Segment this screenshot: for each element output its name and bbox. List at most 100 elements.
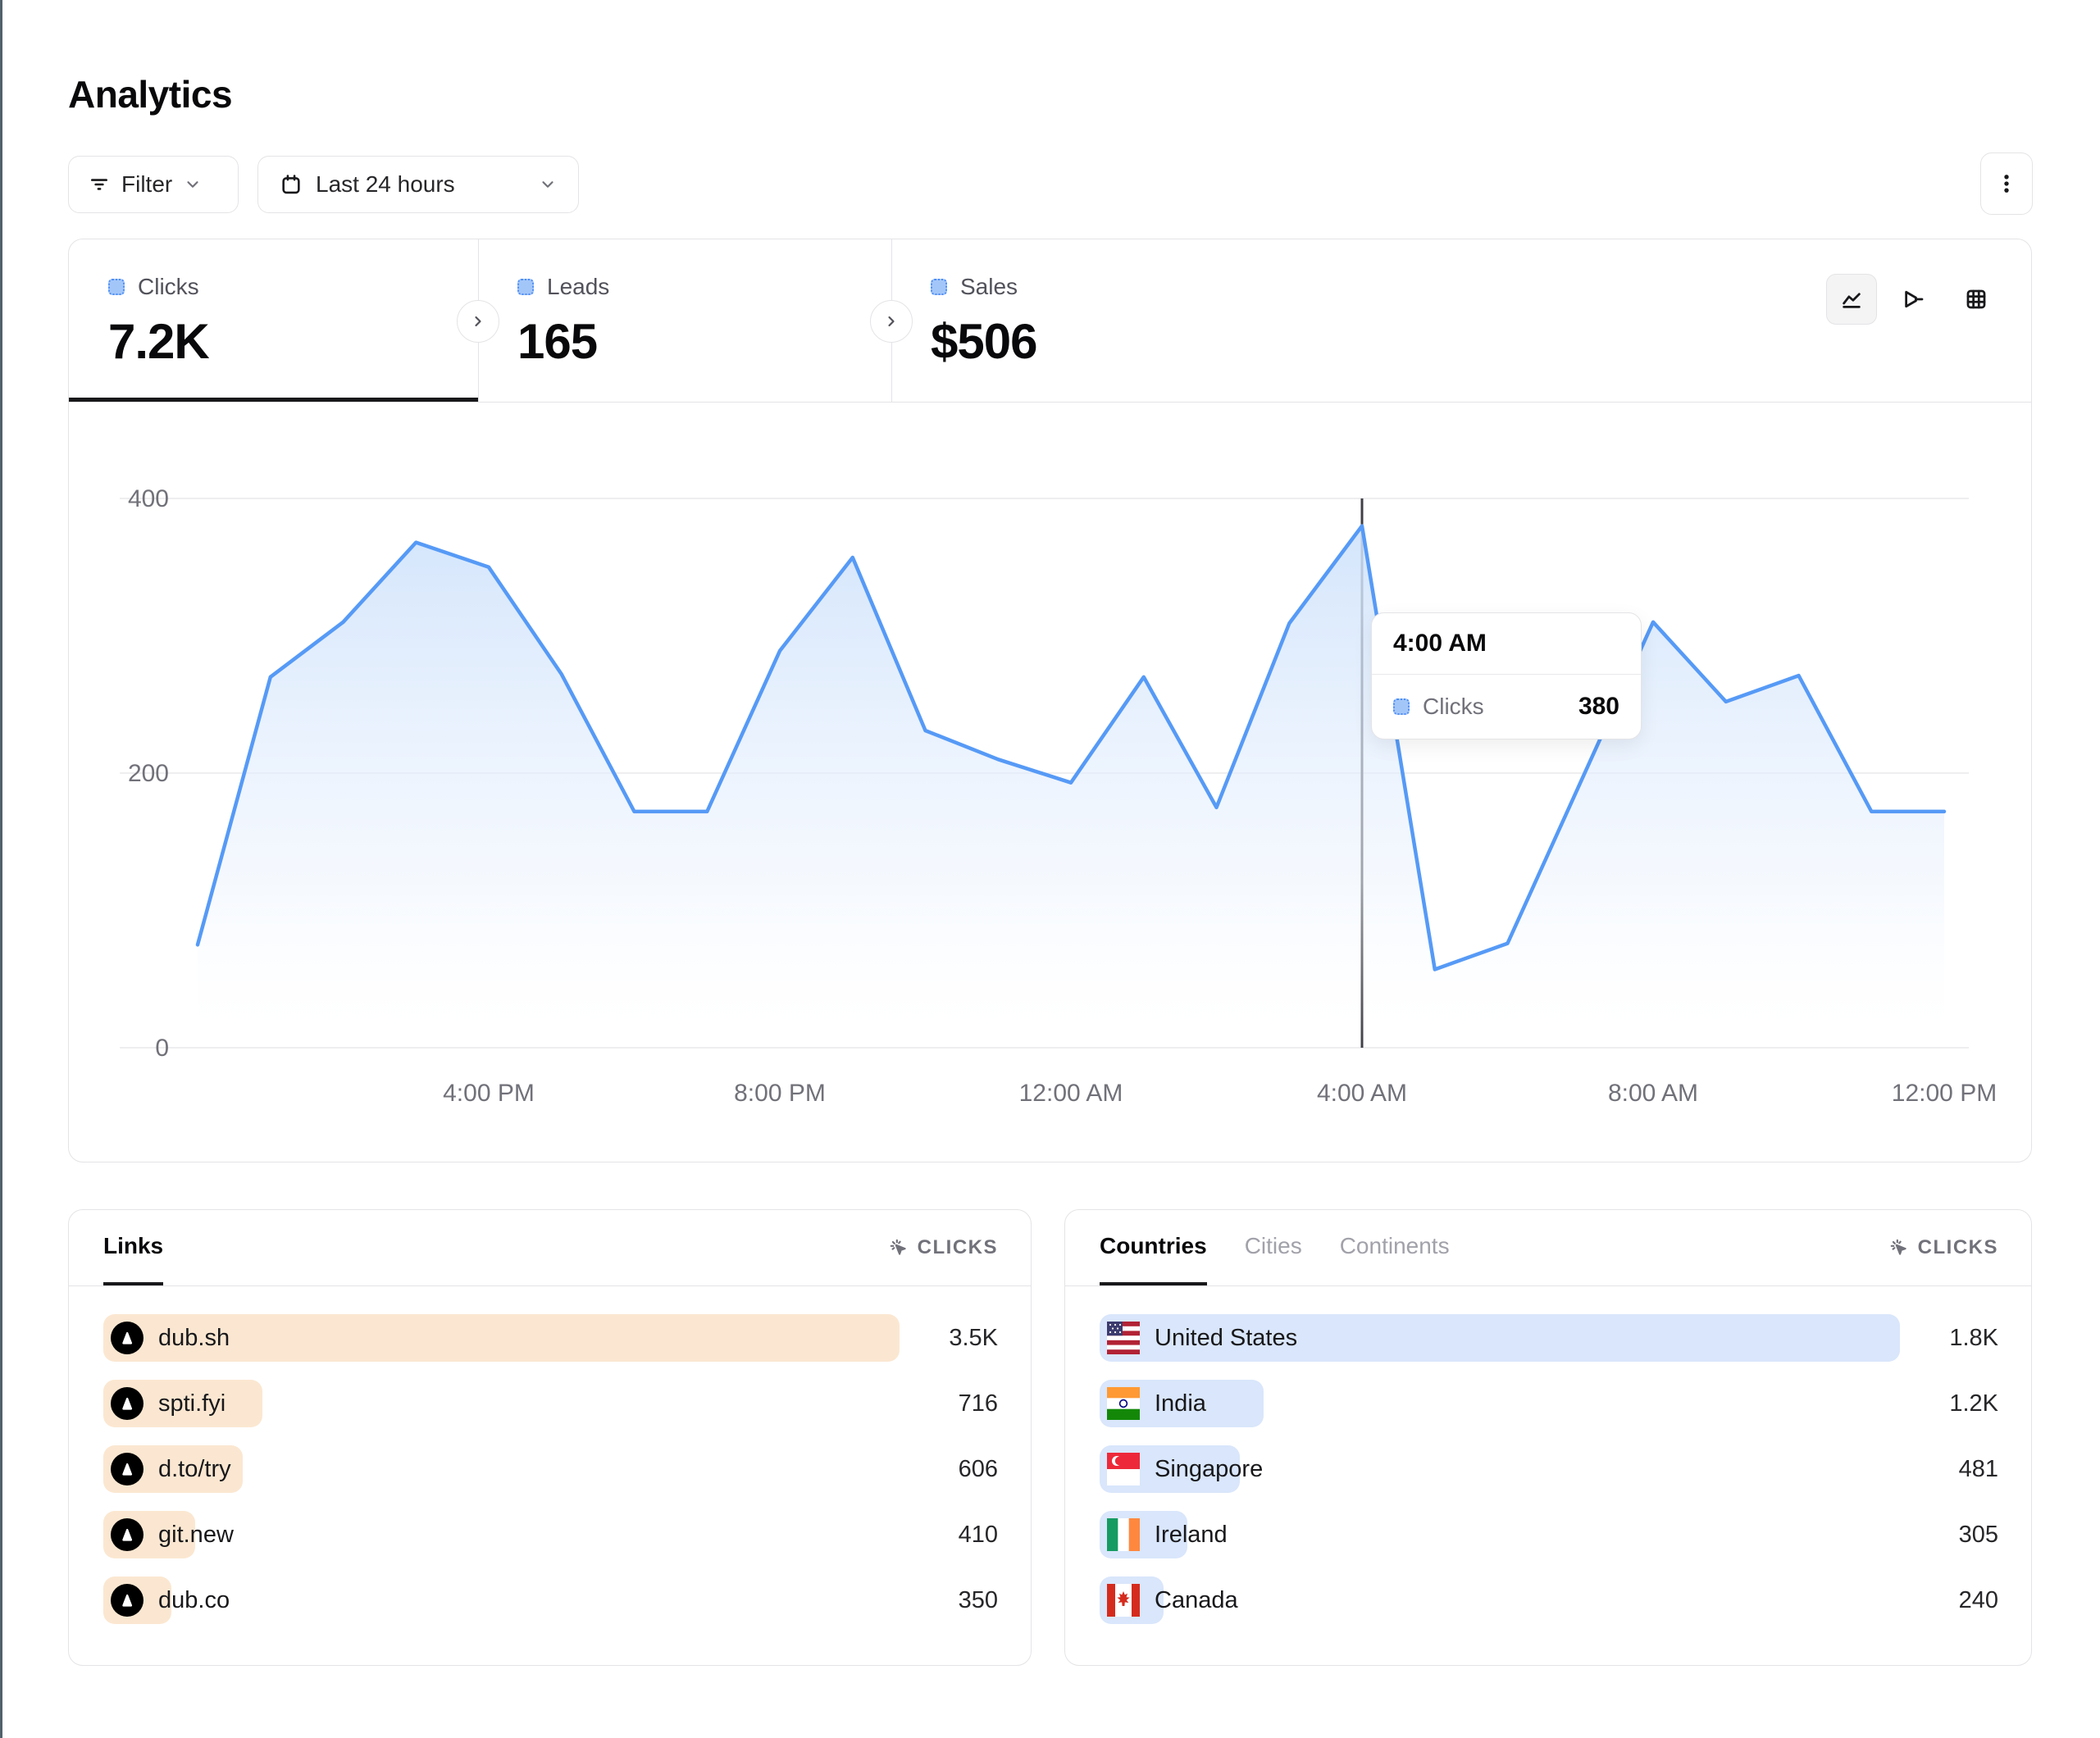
row-label: d.to/try bbox=[158, 1455, 231, 1482]
row-label: git.new bbox=[158, 1521, 234, 1548]
tooltip-legend-icon bbox=[1393, 698, 1410, 715]
clicks-legend-icon bbox=[108, 279, 125, 295]
dub-logo-icon bbox=[111, 1453, 143, 1485]
row-label: Singapore bbox=[1155, 1455, 1264, 1482]
countries-metric-toggle[interactable]: CLICKS bbox=[1888, 1236, 1998, 1259]
page-title: Analytics bbox=[68, 73, 233, 116]
list-item[interactable]: dub.co 350 bbox=[103, 1576, 998, 1624]
row-value: 481 bbox=[1958, 1455, 1998, 1482]
more-options-button[interactable] bbox=[1980, 152, 2033, 215]
chart-canvas: 0 200 400 4:00 PM 8:00 PM 12:00 AM 4:00 AM 8:00… bbox=[120, 485, 1997, 1107]
row-label: dub.sh bbox=[158, 1324, 230, 1351]
links-metric-label: CLICKS bbox=[917, 1236, 998, 1258]
date-range-label: Last 24 hours bbox=[316, 171, 455, 197]
stat-label: Leads bbox=[547, 274, 610, 299]
row-value: 716 bbox=[958, 1390, 998, 1417]
row-icon bbox=[1107, 1584, 1140, 1617]
countries-panel-header: Countries Cities Continents CLICKS bbox=[1065, 1210, 2031, 1286]
stat-tabs: Clicks 7.2K Leads 165 Sales $506 bbox=[69, 239, 2031, 403]
row-label: spti.fyi bbox=[158, 1390, 226, 1417]
list-item[interactable]: United States 1.8K bbox=[1100, 1314, 1998, 1362]
tab-countries[interactable]: Countries bbox=[1100, 1210, 1207, 1285]
list-item[interactable]: Singapore 481 bbox=[1100, 1445, 1998, 1493]
stat-value: 165 bbox=[517, 314, 598, 369]
tab-links[interactable]: Links bbox=[103, 1210, 164, 1285]
sales-legend-icon bbox=[931, 279, 947, 295]
clicks-time-series-chart[interactable]: 0 200 400 4:00 PM 8:00 PM 12:00 AM 4:00 AM 8:00… bbox=[69, 403, 2031, 1162]
row-label: United States bbox=[1155, 1324, 1298, 1351]
ireland-flag-icon bbox=[1107, 1518, 1140, 1551]
active-tab-underline bbox=[69, 398, 478, 402]
links-list: dub.sh 3.5K spti.fyi 716 d.to/try 606 bbox=[69, 1286, 1031, 1624]
svg-text:12:00 PM: 12:00 PM bbox=[1892, 1080, 1997, 1107]
svg-text:4:00 PM: 4:00 PM bbox=[443, 1080, 535, 1107]
row-icon bbox=[111, 1584, 143, 1617]
leads-legend-icon bbox=[517, 279, 534, 295]
svg-text:8:00 PM: 8:00 PM bbox=[734, 1080, 826, 1107]
expand-leads-chevron-button[interactable] bbox=[870, 300, 913, 343]
stat-label: Clicks bbox=[138, 274, 199, 299]
dub-logo-icon bbox=[111, 1518, 143, 1551]
kebab-menu-icon bbox=[1995, 172, 2018, 195]
chart-tooltip: 4:00 AM Clicks 380 bbox=[1371, 612, 1642, 739]
cursor-click-icon bbox=[888, 1237, 909, 1258]
links-panel-header: Links CLICKS bbox=[69, 1210, 1031, 1286]
row-label: Canada bbox=[1155, 1586, 1238, 1613]
canada-flag-icon bbox=[1107, 1584, 1140, 1617]
list-item[interactable]: India 1.2K bbox=[1100, 1380, 1998, 1427]
row-value: 3.5K bbox=[949, 1324, 998, 1351]
filter-button-label: Filter bbox=[121, 171, 173, 197]
chart-type-toggle-group bbox=[1826, 274, 2002, 325]
grid-table-icon bbox=[1966, 289, 1986, 309]
line-chart-view-button[interactable] bbox=[1826, 274, 1877, 325]
svg-text:12:00 AM: 12:00 AM bbox=[1019, 1080, 1123, 1107]
value-bar bbox=[103, 1314, 900, 1362]
tab-clicks[interactable]: Clicks 7.2K bbox=[69, 239, 478, 402]
list-item[interactable]: Canada 240 bbox=[1100, 1576, 1998, 1624]
row-icon bbox=[111, 1322, 143, 1354]
tooltip-value: 380 bbox=[1578, 693, 1619, 720]
funnel-icon bbox=[1905, 290, 1924, 308]
list-item[interactable]: dub.sh 3.5K bbox=[103, 1314, 998, 1362]
links-panel: Links CLICKS dub.sh 3.5K spti.fyi 71 bbox=[68, 1209, 1032, 1666]
chevron-down-icon bbox=[539, 175, 557, 193]
funnel-view-button[interactable] bbox=[1888, 274, 1939, 325]
row-icon bbox=[1107, 1387, 1140, 1420]
filter-button[interactable]: Filter bbox=[68, 156, 239, 213]
expand-clicks-chevron-button[interactable] bbox=[457, 300, 499, 343]
tab-continents[interactable]: Continents bbox=[1339, 1233, 1450, 1258]
row-value: 305 bbox=[1958, 1521, 1998, 1548]
window-edge-strip bbox=[0, 0, 2, 1738]
list-item[interactable]: spti.fyi 716 bbox=[103, 1380, 998, 1427]
table-view-button[interactable] bbox=[1951, 274, 2002, 325]
singapore-flag-icon bbox=[1107, 1453, 1140, 1485]
tab-leads[interactable]: Leads 165 bbox=[478, 239, 891, 402]
row-value: 240 bbox=[1958, 1586, 1998, 1613]
date-range-button[interactable]: Last 24 hours bbox=[257, 156, 579, 213]
list-item[interactable]: Ireland 305 bbox=[1100, 1511, 1998, 1558]
tab-cities[interactable]: Cities bbox=[1244, 1233, 1302, 1258]
tooltip-time: 4:00 AM bbox=[1372, 613, 1641, 675]
chevron-right-icon bbox=[888, 316, 895, 327]
countries-panel: Countries Cities Continents CLICKS United … bbox=[1064, 1209, 2032, 1666]
row-label: dub.co bbox=[158, 1586, 230, 1613]
svg-text:4:00 AM: 4:00 AM bbox=[1317, 1080, 1407, 1107]
row-label: India bbox=[1155, 1390, 1206, 1417]
tab-sales[interactable]: Sales $506 bbox=[891, 239, 1318, 402]
row-value: 1.2K bbox=[1949, 1390, 1998, 1417]
row-icon bbox=[111, 1453, 143, 1485]
links-metric-toggle[interactable]: CLICKS bbox=[888, 1236, 998, 1259]
calendar-icon bbox=[280, 173, 303, 196]
list-item[interactable]: d.to/try 606 bbox=[103, 1445, 998, 1493]
cursor-click-icon bbox=[1888, 1237, 1910, 1258]
row-icon bbox=[1107, 1322, 1140, 1354]
row-icon bbox=[1107, 1453, 1140, 1485]
stat-value: $506 bbox=[931, 314, 1037, 369]
countries-list: United States 1.8K India 1.2K Singapore … bbox=[1065, 1286, 2031, 1624]
analytics-card: Clicks 7.2K Leads 165 Sales $506 bbox=[68, 239, 2032, 1162]
countries-metric-label: CLICKS bbox=[1917, 1236, 1998, 1258]
svg-text:400: 400 bbox=[128, 485, 169, 512]
row-value: 350 bbox=[958, 1586, 998, 1613]
list-item[interactable]: git.new 410 bbox=[103, 1511, 998, 1558]
row-value: 1.8K bbox=[1949, 1324, 1998, 1351]
